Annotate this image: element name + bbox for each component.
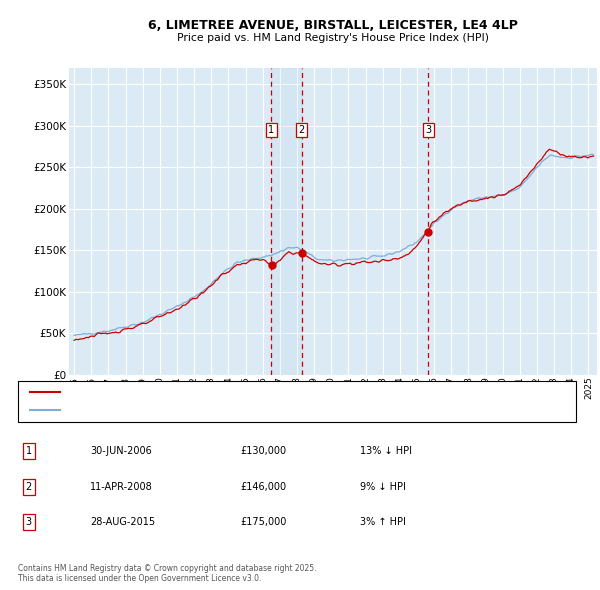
Bar — [271, 68, 302, 375]
Text: £146,000: £146,000 — [240, 482, 286, 491]
Text: 3% ↑ HPI: 3% ↑ HPI — [360, 517, 406, 527]
Text: £175,000: £175,000 — [240, 517, 286, 527]
Text: 2: 2 — [26, 482, 32, 491]
Text: 6, LIMETREE AVENUE, BIRSTALL, LEICESTER, LE4 4LP: 6, LIMETREE AVENUE, BIRSTALL, LEICESTER,… — [148, 19, 518, 32]
Text: 28-AUG-2015: 28-AUG-2015 — [90, 517, 155, 527]
Text: £130,000: £130,000 — [240, 447, 286, 456]
Text: 11-APR-2008: 11-APR-2008 — [90, 482, 153, 491]
Text: 1: 1 — [268, 125, 274, 135]
Text: 6, LIMETREE AVENUE, BIRSTALL, LEICESTER, LE4 4LP (semi-detached house): 6, LIMETREE AVENUE, BIRSTALL, LEICESTER,… — [66, 388, 397, 396]
Text: Price paid vs. HM Land Registry's House Price Index (HPI): Price paid vs. HM Land Registry's House … — [177, 34, 489, 43]
Text: 13% ↓ HPI: 13% ↓ HPI — [360, 447, 412, 456]
Text: 2: 2 — [299, 125, 305, 135]
Text: 1: 1 — [26, 447, 32, 456]
Text: Contains HM Land Registry data © Crown copyright and database right 2025.
This d: Contains HM Land Registry data © Crown c… — [18, 563, 317, 583]
Text: HPI: Average price, semi-detached house, Charnwood: HPI: Average price, semi-detached house,… — [66, 406, 298, 415]
Text: 3: 3 — [26, 517, 32, 527]
Text: 3: 3 — [425, 125, 431, 135]
Text: 30-JUN-2006: 30-JUN-2006 — [90, 447, 152, 456]
Text: 9% ↓ HPI: 9% ↓ HPI — [360, 482, 406, 491]
